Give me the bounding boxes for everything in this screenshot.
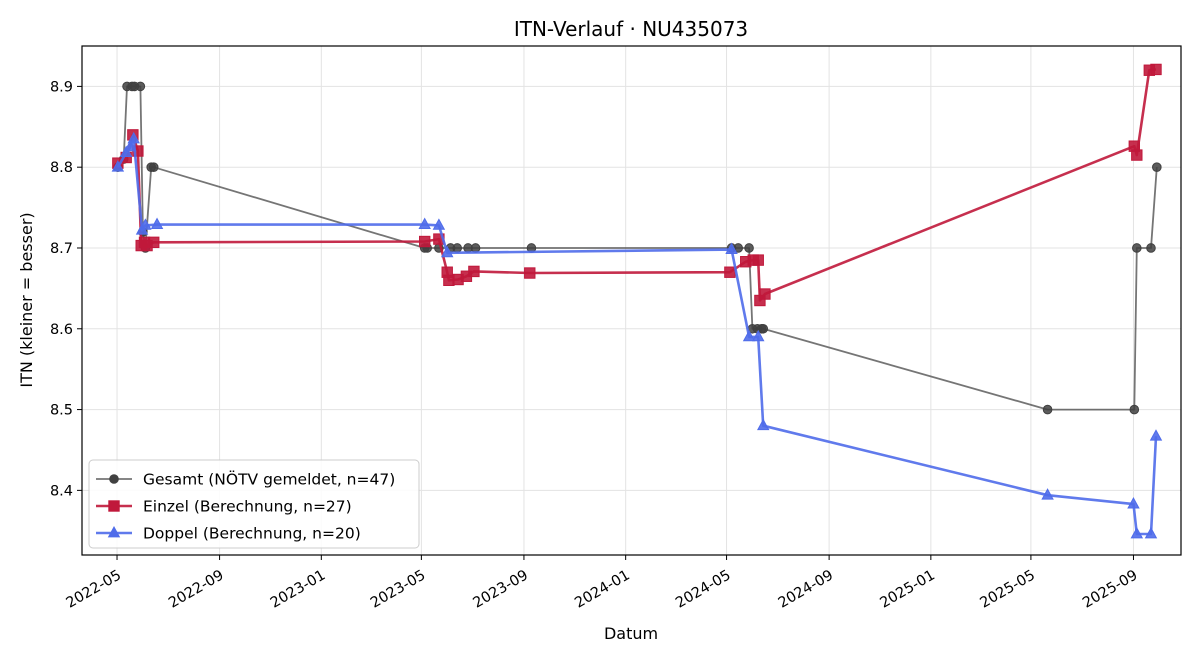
data-point: [135, 81, 146, 92]
series-layer: [111, 63, 1163, 539]
y-tick-label: 8.5: [50, 403, 73, 419]
series-line: [117, 68, 1157, 302]
data-point: [1144, 526, 1158, 539]
y-tick-label: 8.7: [50, 241, 73, 257]
data-point: [124, 139, 137, 152]
data-point: [432, 218, 446, 230]
data-point: [468, 265, 480, 278]
data-point: [524, 267, 536, 279]
x-tick-label: 2025-09: [1080, 567, 1140, 611]
y-tick-label: 8.9: [50, 79, 73, 95]
data-point: [127, 131, 140, 144]
data-point: [1152, 162, 1162, 172]
legend-items: Gesamt (NÖTV gemeldet, n=47) Einzel (Bere…: [96, 470, 395, 543]
data-point: [724, 266, 736, 278]
plot-frame: [81, 45, 1182, 556]
data-point: [148, 162, 159, 172]
data-point: [1131, 149, 1143, 161]
data-point: [418, 217, 431, 229]
x-tick-label: 2024-05: [673, 567, 733, 611]
y-tick-label: 8.8: [50, 160, 73, 176]
data-point: [440, 245, 454, 258]
y-tick-label: 8.4: [50, 483, 73, 499]
data-point: [752, 329, 765, 342]
chart-title: ITN-Verlauf · NU435073: [514, 17, 748, 41]
data-point: [757, 418, 770, 431]
data-point: [470, 243, 481, 253]
data-point: [1132, 243, 1142, 253]
x-axis-title: Datum: [604, 624, 658, 643]
data-point: [752, 254, 764, 266]
x-tick-label: 2023-09: [471, 567, 531, 611]
x-tick-label: 2025-01: [877, 567, 937, 611]
y-tick-label: 8.6: [50, 322, 73, 338]
data-point: [725, 242, 738, 254]
legend-label: Einzel (Berechnung, n=27): [143, 498, 352, 516]
series-square: [112, 63, 1162, 307]
data-point: [742, 329, 756, 342]
data-point: [119, 145, 133, 158]
data-point: [759, 288, 771, 300]
x-tick-label: 2024-01: [572, 567, 632, 611]
data-point: [1042, 404, 1053, 415]
data-point: [150, 217, 164, 229]
x-tick-label: 2022-09: [166, 567, 226, 611]
data-point: [1130, 526, 1144, 539]
data-point: [1129, 404, 1140, 415]
series-triangle: [111, 131, 1163, 539]
data-point: [1149, 429, 1163, 441]
x-tick-label: 2025-05: [978, 567, 1038, 611]
data-point: [452, 243, 463, 253]
data-point: [419, 235, 431, 248]
x-tick-label: 2022-05: [64, 567, 124, 611]
data-point: [1146, 243, 1156, 253]
data-point: [744, 243, 754, 253]
data-point: [148, 236, 160, 249]
x-tick-label: 2023-01: [268, 567, 328, 611]
data-point: [1041, 488, 1054, 500]
legend-label: Doppel (Berechnung, n=20): [143, 525, 361, 543]
x-tick-label: 2023-05: [368, 567, 428, 611]
legend-marker: [108, 500, 120, 512]
data-point: [111, 160, 125, 172]
x-tick-label: 2024-09: [776, 567, 836, 611]
legend-box: [88, 459, 420, 549]
data-point: [758, 323, 769, 334]
legend-label: Gesamt (NÖTV gemeldet, n=47): [143, 470, 395, 489]
y-axis-title: ITN (kleiner = besser): [17, 212, 36, 387]
legend: Gesamt (NÖTV gemeldet, n=47) Einzel (Bere…: [88, 459, 420, 549]
legend-marker: [109, 474, 119, 484]
data-point: [1150, 63, 1162, 76]
data-point: [139, 218, 152, 230]
data-point: [1127, 497, 1140, 509]
legend-marker: [107, 525, 121, 538]
